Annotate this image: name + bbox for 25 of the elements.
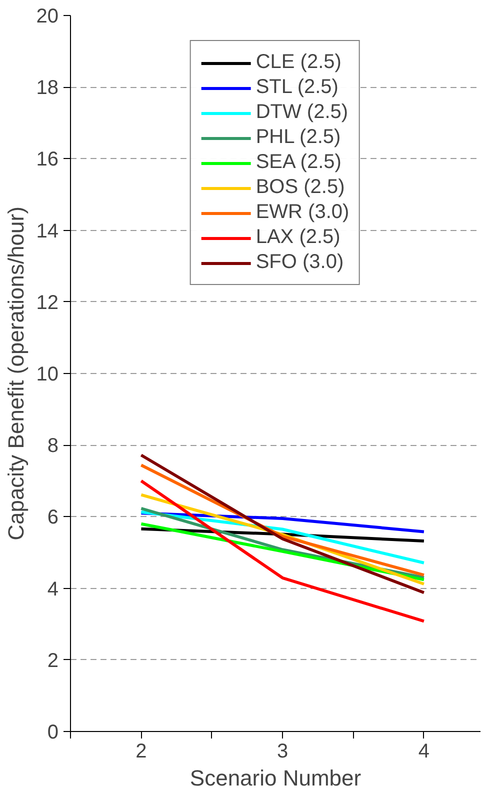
y-tick-label: 10	[36, 364, 59, 386]
x-tick-label: 3	[277, 740, 288, 762]
legend-label: BOS (2.5)	[256, 176, 345, 199]
x-axis-title: Scenario Number	[190, 766, 362, 790]
x-tick-label: 4	[418, 740, 430, 762]
legend-label: DTW (2.5)	[256, 101, 348, 124]
legend-label: SFO (3.0)	[256, 251, 344, 274]
y-tick-label: 16	[36, 148, 59, 171]
y-axis-title: Capacity Benefit (operations/hour)	[3, 206, 28, 540]
legend-label: PHL (2.5)	[256, 126, 341, 149]
y-tick-label: 18	[36, 77, 59, 100]
y-tick-label: 6	[47, 506, 58, 529]
legend-label: EWR (3.0)	[256, 201, 350, 224]
legend-label: LAX (2.5)	[256, 226, 340, 249]
y-tick-label: 20	[36, 6, 59, 28]
y-tick-label: 12	[36, 292, 59, 314]
legend-label: SEA (2.5)	[256, 151, 342, 174]
y-tick-label: 14	[36, 220, 59, 242]
x-tick-label: 2	[136, 740, 147, 762]
y-tick-label: 0	[47, 722, 58, 744]
y-tick-label: 2	[47, 650, 58, 672]
legend-label: CLE (2.5)	[256, 51, 342, 74]
y-tick-label: 4	[47, 578, 58, 600]
y-tick-label: 8	[47, 435, 58, 458]
legend-label: STL (2.5)	[256, 76, 338, 99]
